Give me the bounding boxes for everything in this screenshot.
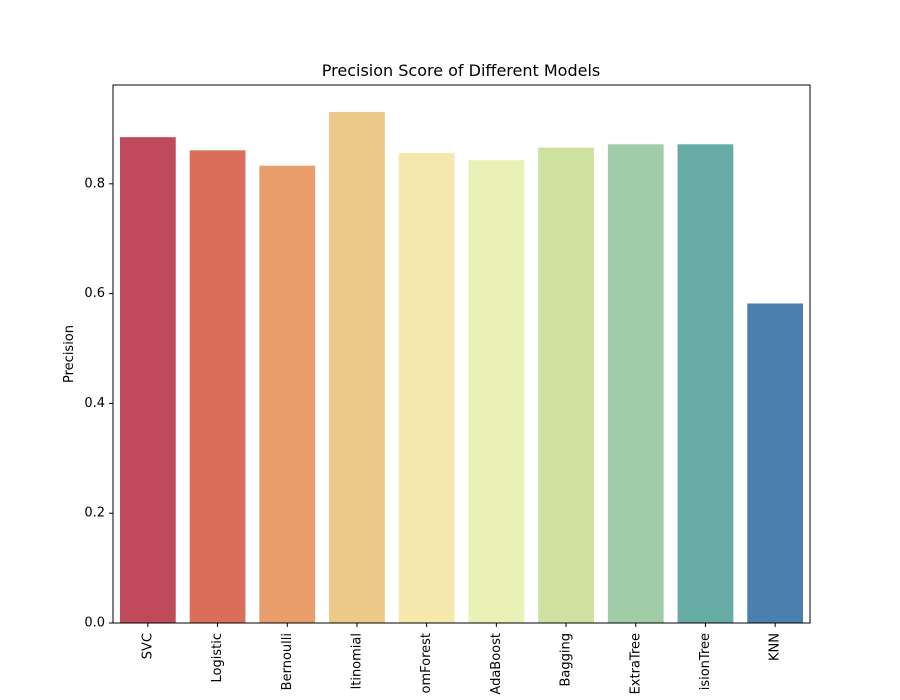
y-tick-label: 0.8 (84, 176, 105, 191)
x-tick-label: Logistic (210, 633, 225, 682)
x-axis: SVC Logistic Bernoulli ltinomial omForest Ada… (140, 623, 783, 695)
bars-layer (119, 111, 804, 624)
x-tick-label: AdaBoost (489, 633, 504, 695)
x-tick-label: ltinomial (349, 633, 364, 689)
x-tick-label: Bernoulli (280, 633, 295, 690)
y-tick-label: 0.6 (84, 286, 105, 301)
bar-decisiontree (677, 144, 734, 624)
x-tick-label: isionTree (698, 633, 713, 690)
y-axis: 0.0 0.2 0.4 0.6 0.8 (84, 176, 113, 631)
bar-bernoulli (259, 165, 316, 623)
x-tick-label: KNN (768, 633, 783, 661)
bar-adaboost (468, 160, 525, 623)
x-tick-label: omForest (419, 633, 434, 694)
plot-frame (112, 84, 811, 624)
x-tick-label: Bagging (559, 633, 574, 687)
y-tick-label: 0.0 (84, 616, 105, 631)
bar-knn (747, 303, 804, 623)
x-tick-label: ExtraTree (628, 633, 643, 694)
y-tick-label: 0.2 (84, 506, 105, 521)
bar-extratree (607, 144, 664, 624)
chart-title: Precision Score of Different Models (322, 61, 600, 80)
bar-logistic (189, 150, 246, 623)
bar-multinomial (329, 111, 385, 624)
bar-svc (119, 137, 176, 623)
bar-randomforest (398, 153, 455, 623)
y-axis-label: Precision (62, 325, 77, 383)
x-tick-label: SVC (140, 633, 155, 659)
bar-bagging (538, 147, 594, 623)
y-tick-label: 0.4 (84, 396, 105, 411)
